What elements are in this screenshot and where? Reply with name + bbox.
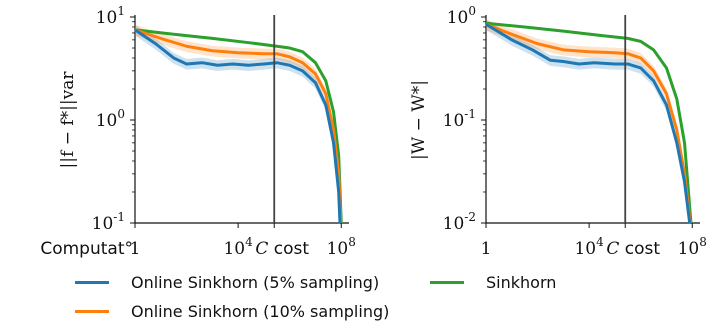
x-tick-label: 1 bbox=[130, 239, 141, 259]
x-tick-label: 1 bbox=[481, 239, 492, 259]
legend-label-online-5: Online Sinkhorn (5% sampling) bbox=[131, 272, 380, 292]
x-axis-title: Computat° bbox=[40, 239, 133, 259]
y-tick-label: 10-2 bbox=[443, 210, 476, 234]
y-tick-label: 10-1 bbox=[92, 210, 125, 234]
x-tick-label: 104 bbox=[574, 235, 604, 259]
series-line-0 bbox=[485, 22, 692, 224]
x-tick-label: C cost bbox=[255, 239, 309, 259]
legend: Online Sinkhorn (5% sampling) Sinkhorn O… bbox=[75, 270, 715, 326]
series-line-0 bbox=[134, 28, 342, 224]
y-axis-title: ||f − f*||var bbox=[58, 71, 78, 169]
legend-label-online-10: Online Sinkhorn (10% sampling) bbox=[131, 301, 390, 321]
x-tick-label: 104 bbox=[223, 235, 253, 259]
legend-swatch-sinkhorn bbox=[430, 280, 464, 284]
right-panel: 100 10-1 10-21 104 C cost 108 |W − W*| bbox=[409, 4, 707, 259]
legend-item-online-5: Online Sinkhorn (5% sampling) bbox=[75, 270, 379, 294]
series-band-0 bbox=[486, 19, 690, 223]
series-line-1 bbox=[134, 28, 343, 224]
left-panel: 101 100 10-1 Computat°1 104 C cost 108 ||f − f*… bbox=[40, 4, 356, 259]
x-tick-label: 108 bbox=[678, 235, 707, 259]
x-tick-label: C cost bbox=[606, 239, 660, 259]
legend-swatch-online-10 bbox=[75, 309, 109, 313]
series-line-2 bbox=[485, 21, 693, 224]
series-band-1 bbox=[486, 19, 691, 223]
y-tick-label: 100 bbox=[447, 4, 476, 28]
y-tick-label: 101 bbox=[96, 4, 125, 28]
legend-swatch-online-5 bbox=[75, 280, 109, 284]
series-line-2 bbox=[134, 28, 343, 224]
legend-label-sinkhorn: Sinkhorn bbox=[486, 272, 557, 292]
legend-item-sinkhorn: Sinkhorn bbox=[430, 270, 556, 294]
y-tick-label: 10-1 bbox=[443, 107, 476, 131]
series-line-1 bbox=[485, 22, 692, 224]
x-tick-label: 108 bbox=[327, 235, 356, 259]
legend-item-online-10: Online Sinkhorn (10% sampling) bbox=[75, 299, 389, 323]
y-axis-title: |W − W*| bbox=[409, 80, 429, 160]
y-tick-label: 100 bbox=[96, 107, 125, 131]
